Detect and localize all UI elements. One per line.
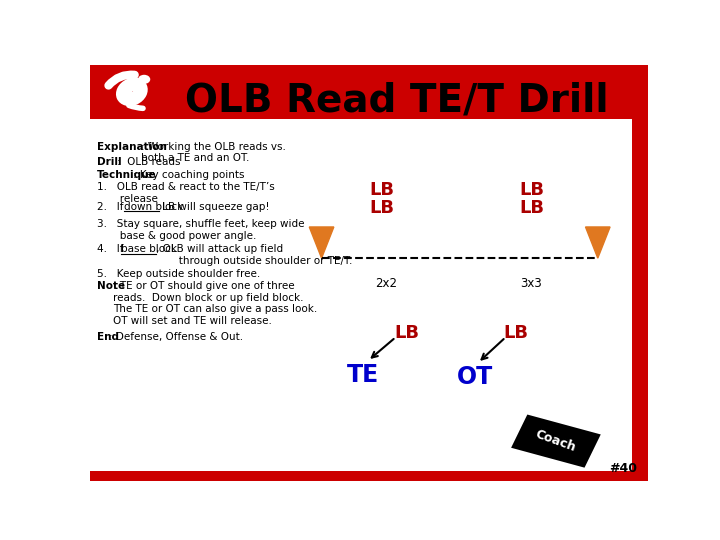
Text: : TE or OT should give one of three
reads.  Down block or up field block.
The TE: : TE or OT should give one of three read… [113,281,317,326]
FancyArrowPatch shape [129,105,143,109]
Bar [90,65,648,119]
Text: LB: LB [394,324,419,342]
Text: ★: ★ [132,91,133,92]
FancyBboxPatch shape [511,415,600,468]
Text: LB: LB [520,199,544,217]
Text: OLB Read TE/T Drill: OLB Read TE/T Drill [185,81,608,119]
Text: 2x2: 2x2 [374,276,397,289]
Text: 3.   Stay square, shuffle feet, keep wide
       base & good power angle.: 3. Stay square, shuffle feet, keep wide … [96,219,304,241]
FancyArrowPatch shape [109,75,135,85]
Text: LB will squeeze gap!: LB will squeeze gap! [159,202,269,212]
Text: OT: OT [457,364,493,389]
Text: Coach: Coach [534,428,578,455]
Polygon shape [310,227,334,258]
Text: : Key coaching points: : Key coaching points [133,170,244,180]
Text: LB: LB [520,180,544,199]
Text: Note: Note [96,281,125,291]
Ellipse shape [116,78,148,106]
Text: down block: down block [125,202,184,212]
Bar [632,119,648,481]
Text: :  OLB reads: : OLB reads [117,157,180,167]
Text: LB: LB [369,199,394,217]
Text: 4.   If: 4. If [96,245,123,254]
Text: 5.   Keep outside shoulder free.: 5. Keep outside shoulder free. [96,268,260,279]
Bar [90,471,648,481]
Text: Technique: Technique [96,170,156,180]
Text: #40: #40 [609,462,637,475]
Text: , OLB will attack up field
       through outside shoulder or TE/T.: , OLB will attack up field through outsi… [156,245,352,266]
Text: : Working the OLB reads vs.
both a TE and an OT.: : Working the OLB reads vs. both a TE an… [141,141,286,163]
Text: : Defense, Offense & Out.: : Defense, Offense & Out. [109,332,243,342]
Text: LB: LB [503,324,528,342]
Text: 2.   If: 2. If [96,202,127,212]
Text: 3x3: 3x3 [520,276,541,289]
Text: Explanation: Explanation [96,141,166,152]
Text: base block: base block [121,245,177,254]
Text: LB: LB [369,180,394,199]
Polygon shape [585,227,610,258]
Text: 1.   OLB read & react to the TE/T’s
       release: 1. OLB read & react to the TE/T’s releas… [96,182,274,204]
Text: TE: TE [347,362,379,387]
Ellipse shape [138,75,150,84]
Text: End: End [96,332,119,342]
Text: Drill: Drill [96,157,122,167]
